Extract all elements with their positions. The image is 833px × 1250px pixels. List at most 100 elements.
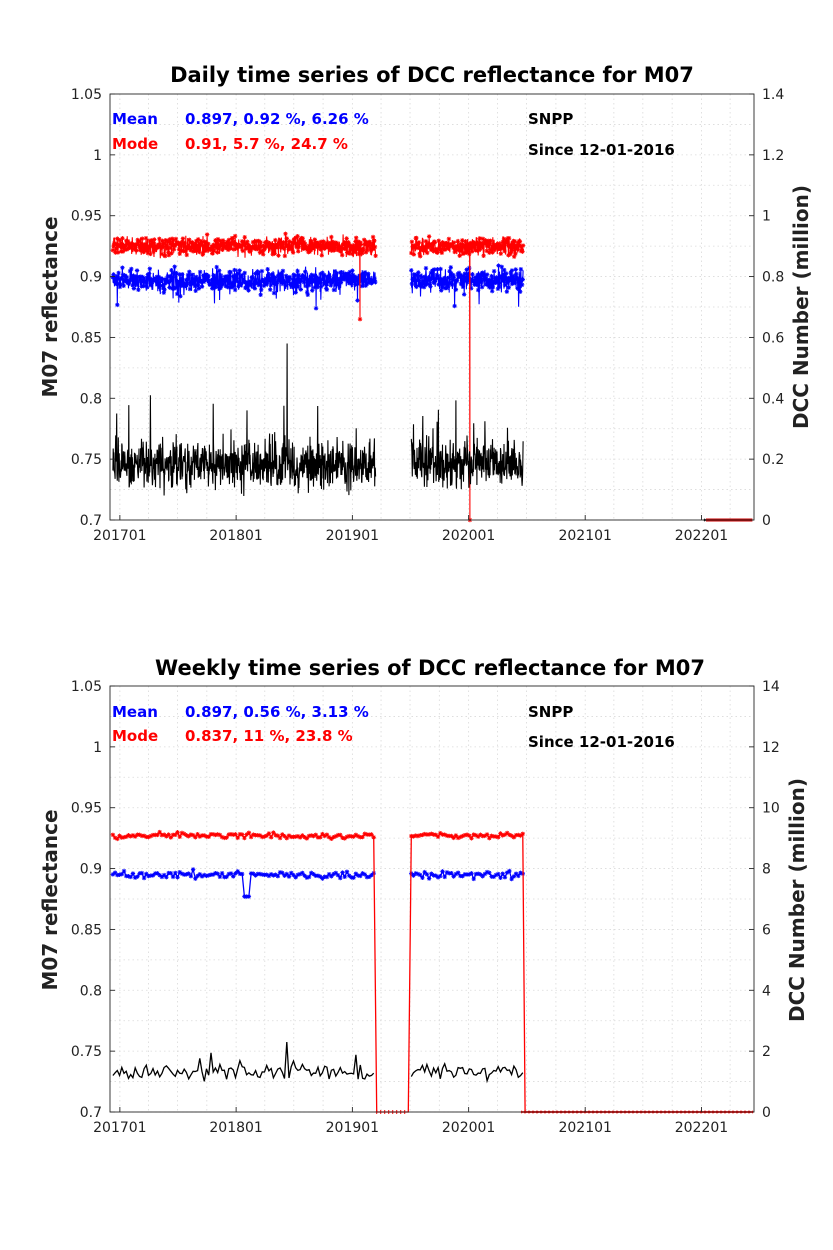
series-mean-point (135, 874, 140, 879)
series-mean-point (229, 280, 234, 285)
series-mean-point (138, 278, 143, 283)
series-mode-point (439, 248, 444, 254)
series-mean-point (215, 282, 221, 287)
series-mode-point (219, 240, 224, 246)
series-mode-point (268, 244, 274, 250)
series-mode-point (132, 244, 138, 250)
series-mean-point (135, 280, 140, 285)
series-mean-point (481, 271, 486, 277)
series-mean-point (482, 273, 487, 279)
series-mean-point (421, 285, 427, 290)
series-mean-point (232, 287, 238, 293)
series-mode-point (310, 246, 315, 251)
series-mode-point (487, 250, 492, 255)
series-mode-point (500, 239, 505, 245)
series-mode-point (157, 242, 163, 248)
series-mean-point (298, 287, 303, 292)
series-mode-point (488, 238, 493, 244)
series-mean-point (189, 279, 194, 285)
series-mean-point (191, 280, 196, 286)
series-mean-point (366, 271, 371, 277)
series-mean-point (344, 869, 350, 874)
series-mean-point (237, 268, 242, 273)
series-mode-point (345, 243, 351, 249)
series-mode-point (251, 832, 256, 837)
series-mean-point (128, 874, 133, 880)
y2-tick-label: 12 (762, 740, 780, 756)
series-mean-point (294, 277, 299, 282)
series-mean-point (289, 870, 294, 876)
series-mean-point (330, 279, 335, 285)
series-mean-point (210, 872, 216, 877)
series-mean-point (300, 273, 305, 278)
series-mode-point (353, 832, 359, 837)
series-mode-point (415, 833, 421, 839)
series-mode-point (440, 832, 445, 837)
series-mean-point (332, 269, 338, 274)
series-mode-point (115, 250, 121, 255)
series-mode-point (166, 832, 171, 837)
series-mode-point (348, 243, 353, 248)
weekly-data (110, 829, 754, 1114)
series-mode-point (265, 243, 270, 248)
series-mode-point (329, 836, 334, 841)
series-mean-point (155, 277, 160, 282)
y2-tick-label: 2 (762, 1044, 771, 1060)
weekly-plot-frame (109, 685, 755, 1113)
series-mode-point (439, 250, 445, 255)
series-mode-point (313, 240, 318, 245)
series-mode-point (433, 247, 438, 252)
series-mode-point (110, 248, 116, 253)
series-mode-point (208, 246, 214, 251)
series-mean-point (355, 873, 361, 878)
series-mode-point (240, 248, 246, 254)
series-mode-point (466, 244, 471, 250)
series-mean-point (475, 871, 481, 876)
series-mode-point (183, 249, 188, 254)
series-mode-point (209, 244, 214, 250)
series-mode-point (416, 240, 422, 245)
series-mode-point (231, 832, 236, 837)
series-mean-point (175, 291, 180, 297)
series-mode-point (119, 835, 124, 840)
series-mode-point (222, 241, 227, 246)
series-mode-point (121, 242, 126, 248)
series-mode-point (130, 833, 136, 838)
series-mean-point (189, 272, 195, 277)
series-mode-point (480, 242, 485, 247)
series-mean-point (295, 268, 300, 274)
series-mode-point (474, 242, 479, 247)
series-mean-point (350, 268, 355, 273)
series-mean-point (301, 280, 307, 285)
series-mode-point (343, 240, 349, 245)
series-mean-point (489, 874, 494, 879)
series-mean-point (433, 277, 438, 283)
series-mean-point (235, 869, 240, 874)
series-mode-point (220, 247, 225, 252)
series-mode-point (214, 245, 219, 251)
series-mode-point (437, 245, 442, 251)
series-mode-point (155, 832, 160, 838)
daily-chart-title: Daily time series of DCC reflectance for… (170, 63, 694, 87)
series-mode-point (352, 246, 357, 251)
series-mode-point (455, 835, 461, 841)
series-mean-point (165, 274, 170, 279)
series-mean-point (516, 873, 521, 879)
series-mean-point (443, 280, 448, 285)
series-mean-point (267, 277, 272, 282)
series-mean-point (355, 281, 361, 287)
series-mode-point (367, 240, 373, 245)
series-mean-point (502, 875, 508, 880)
series-mode-point (344, 236, 349, 241)
series-mode-point (267, 240, 272, 246)
series-mean-point (318, 271, 323, 277)
series-mean-point (117, 281, 122, 287)
y2-tick-label: 0 (762, 1105, 771, 1121)
series-mean-point (416, 278, 422, 283)
series-mode-point (199, 833, 205, 838)
series-mode-point (169, 251, 174, 256)
series-mean-point (478, 272, 483, 277)
series-mode-point (311, 833, 316, 839)
series-mean-point (255, 871, 260, 877)
series-mean-point (452, 303, 457, 309)
